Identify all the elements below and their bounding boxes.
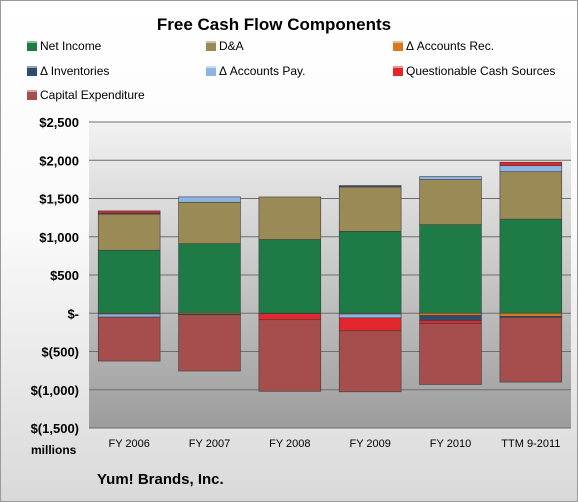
bar-segment [419,315,482,321]
legend-label: Net Income [40,39,102,53]
x-axis-labels: FY 2006 FY 2007 FY 2008 FY 2009 FY 2010 TTM 9… [108,438,560,450]
legend-swatch-inventories [27,66,37,76]
legend-label: Δ Inventories [40,64,110,78]
bar-segment [499,161,563,166]
legend-item-accounts-pay: Δ Accounts Pay. [206,64,306,78]
y-tick-label: $2,000 [39,153,79,168]
bar-segment [258,319,322,392]
bar-segment [419,323,482,385]
y-axis-labels: $2,500 $2,000 $1,500 $1,000 $500 $- $(500) $(1,… [31,115,79,436]
y-tick-label: $1,000 [39,230,79,245]
bar-segment [499,165,563,173]
legend-item-capex: Capital Expenditure [27,88,145,102]
y-tick-label: $2,500 [39,115,79,130]
bar-segment [178,243,241,314]
legend-label: Δ Accounts Pay. [219,64,306,78]
legend-swatch-net-income [27,41,37,51]
bar-segment [419,320,482,324]
x-tick-label: FY 2006 [108,438,149,450]
bar-segment [97,313,161,318]
bar-segment [97,249,161,314]
legend-label: Capital Expenditure [40,88,145,102]
bar-segment [419,176,482,180]
x-tick-label: FY 2008 [269,438,310,450]
y-tick-label: $- [67,306,79,321]
units-label: millions [31,443,77,457]
legend-label: Δ Accounts Rec. [406,39,495,53]
legend-item-questionable: Questionable Cash Sources [393,64,555,78]
y-tick-label: $1,500 [39,192,79,207]
legend-item-accounts-rec: Δ Accounts Rec. [393,39,494,53]
bar-segment [178,196,241,203]
x-tick-label: FY 2007 [189,438,230,450]
company-name: Yum! Brands, Inc. [97,471,224,488]
bar-segment [338,313,402,319]
bar-segment [178,314,241,372]
bar-segment [419,224,482,314]
x-tick-label: FY 2009 [349,438,390,450]
bar-segment [258,313,322,321]
x-tick-label: FY 2010 [430,438,471,450]
legend-item-net-income: Net Income [27,39,101,53]
bar-segment [97,213,161,251]
x-tick-label: TTM 9-2011 [501,438,560,450]
legend-swatch-capex [27,90,37,100]
bar-stacks [97,161,563,393]
bar-segment [258,196,322,240]
legend-swatch-questionable [393,66,403,76]
y-tick-label: $(1,500) [31,421,79,436]
y-tick-label: $(1,000) [31,383,79,398]
bar-segment [178,201,241,245]
legend-label: D&A [219,39,244,53]
chart-title: Free Cash Flow Components [156,15,392,34]
bar-segment [258,239,322,314]
legend-item-inventories: Δ Inventories [27,64,109,78]
y-tick-label: $(500) [41,345,79,360]
bar-segment [499,312,563,317]
gridlines [89,121,571,429]
bar-segment [338,185,402,188]
bar-segment [499,317,563,383]
bar-segment [338,231,402,314]
bar-segment [338,317,402,332]
bar-segment [419,312,482,316]
legend-swatch-accounts-pay [206,66,216,76]
legend-swatch-accounts-rec [393,41,403,51]
y-tick-label: $500 [50,268,79,283]
bar-segment [499,218,563,314]
bar-segment [338,330,402,393]
bar-segment [97,210,161,214]
bar-segment [97,316,161,362]
bar-segment [419,179,482,225]
legend-label: Questionable Cash Sources [406,64,556,78]
bar-segment [499,171,563,220]
legend-item-da: D&A [206,39,244,53]
legend-swatch-da [206,41,216,51]
bar-segment [338,186,402,232]
